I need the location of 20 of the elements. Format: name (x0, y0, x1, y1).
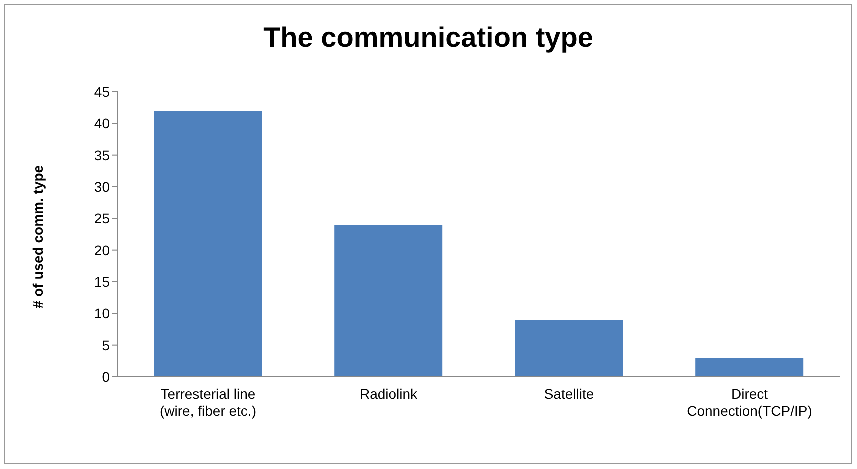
bar (154, 111, 262, 377)
x-tick-label: Terresterial line (wire, fiber etc.) (160, 386, 256, 419)
y-tick-label: 45 (94, 84, 110, 100)
x-tick-label: Direct Connection(TCP/IP) (687, 386, 812, 419)
bar (696, 358, 804, 377)
y-tick-label: 0 (102, 368, 110, 385)
x-tick-label: Satellite (544, 386, 594, 402)
y-tick-label: 40 (94, 116, 110, 132)
y-tick-label: 35 (94, 147, 110, 164)
y-tick-label: 15 (94, 274, 110, 290)
y-axis-title: # of used comm. type (30, 165, 46, 309)
y-tick-label: 30 (94, 178, 110, 195)
y-tick-label: 10 (94, 306, 110, 322)
chart-title: The communication type (262, 22, 594, 54)
y-tick-label: 5 (102, 337, 110, 354)
x-tick-label: Radiolink (360, 386, 419, 402)
bar (334, 225, 443, 377)
bar (515, 320, 624, 377)
y-tick-label: 25 (94, 210, 110, 227)
y-tick-label: 20 (94, 242, 110, 258)
